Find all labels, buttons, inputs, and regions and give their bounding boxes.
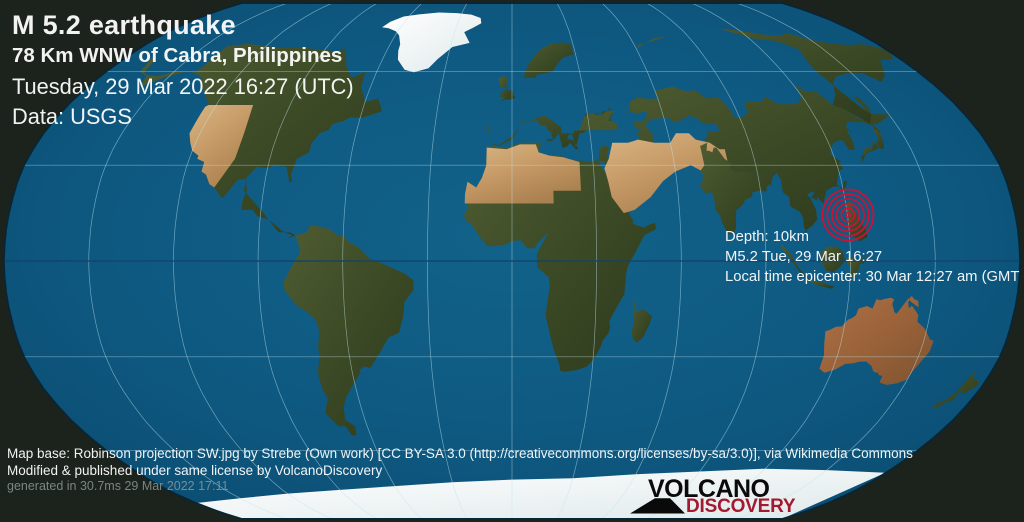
svg-text:DISCOVERY: DISCOVERY bbox=[686, 496, 796, 517]
